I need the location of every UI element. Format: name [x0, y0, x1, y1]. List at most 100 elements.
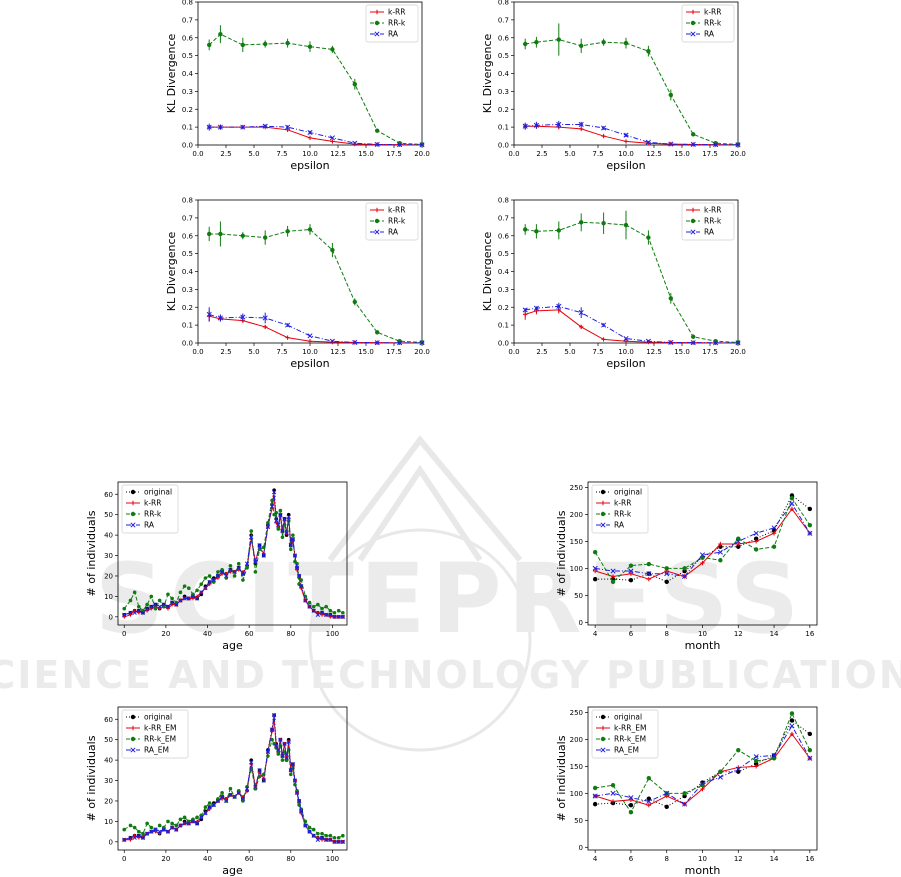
data-point: [610, 574, 616, 579]
data-point: [249, 760, 254, 765]
data-point: [303, 598, 308, 603]
y-tick-label: 50: [104, 736, 113, 744]
data-point: [157, 604, 162, 609]
data-point: [280, 535, 285, 539]
legend-label: k-RR: [388, 206, 405, 215]
y-tick-label: 0.3: [182, 286, 193, 294]
x-tick-label: 6: [629, 855, 634, 863]
data-point: [149, 606, 154, 611]
legend-marker: [600, 725, 606, 731]
data-point: [157, 831, 162, 836]
data-point: [646, 48, 651, 54]
x-tick-label: 12: [734, 630, 743, 638]
data-point: [203, 805, 208, 809]
legend-marker: [130, 747, 136, 753]
y-tick-label: 0.7: [498, 214, 509, 222]
data-point: [288, 547, 293, 552]
data-point: [682, 791, 687, 796]
data-point: [145, 602, 149, 607]
data-point: [220, 572, 224, 576]
data-point: [244, 561, 250, 566]
x-tick-label: 40: [203, 630, 212, 638]
data-point: [533, 305, 539, 311]
y-tick-label: 0: [109, 838, 113, 846]
y-tick-label: 0.1: [182, 322, 193, 330]
data-point: [263, 235, 268, 240]
x-tick-label: 20: [161, 630, 170, 638]
legend: k-RR RR-k RA: [365, 202, 419, 241]
legend-label: k-RR: [144, 499, 161, 508]
data-point: [311, 604, 316, 609]
legend-label: RR-k: [388, 217, 406, 226]
x-tick-label: 10.0: [618, 150, 634, 158]
data-point: [206, 124, 212, 130]
y-tick-label: 0.7: [498, 16, 509, 24]
legend-box: [121, 484, 179, 534]
data-point: [324, 837, 329, 842]
data-point: [579, 43, 584, 48]
data-point: [276, 527, 281, 531]
data-point: [137, 835, 141, 840]
legend-item-rr-k: RR-k: [686, 19, 722, 28]
data-point: [717, 549, 723, 555]
x-axis-label: epsilon: [606, 159, 645, 172]
x-tick-label: 20.0: [730, 348, 746, 356]
data-point: [240, 571, 246, 577]
y-tick-label: 0.7: [182, 214, 193, 222]
data-point: [668, 296, 673, 301]
data-point: [789, 495, 795, 501]
data-point: [324, 604, 328, 609]
data-point: [288, 772, 293, 777]
legend-label: RA: [144, 521, 155, 530]
data-point: [282, 516, 287, 521]
y-axis-label: KL Divergence: [481, 34, 494, 114]
data-point: [628, 568, 634, 574]
series-line: [123, 500, 344, 614]
data-point: [274, 743, 279, 748]
y-tick-label: 10: [104, 818, 113, 826]
data-point: [336, 608, 341, 613]
data-point: [215, 798, 221, 804]
data-point: [299, 809, 304, 814]
x-tick-label: 20.0: [414, 150, 430, 158]
y-tick-label: 0: [579, 844, 583, 852]
data-point: [285, 40, 290, 46]
legend-item-k-rr: k-RR: [126, 499, 161, 508]
data-point: [157, 823, 162, 828]
data-point: [122, 615, 127, 619]
x-tick-label: 15.0: [358, 348, 374, 356]
data-point: [280, 753, 285, 759]
data-point: [717, 774, 723, 780]
data-point: [144, 831, 150, 836]
x-tick-label: 0: [122, 855, 126, 863]
legend-marker: [374, 218, 380, 224]
legend-marker: [600, 747, 606, 753]
x-tick-label: 12.5: [646, 348, 662, 356]
y-tick-label: 100: [570, 790, 583, 798]
x-tick-label: 80: [286, 855, 295, 863]
legend-item-ra: RA: [596, 521, 625, 530]
data-point: [161, 602, 166, 607]
chart-month-counts: 4 6 8 10 12 14 16 0 50 100 150 200 250 month # of indi…: [555, 481, 818, 652]
legend-marker: [374, 229, 380, 235]
data-point: [592, 793, 598, 799]
data-point: [579, 324, 584, 330]
x-tick-label: 100: [326, 855, 339, 863]
y-tick-label: 10: [104, 593, 113, 601]
data-point: [341, 610, 345, 615]
y-tick-label: 0.1: [498, 124, 509, 132]
data-point: [266, 521, 270, 525]
data-point: [623, 40, 629, 46]
data-point: [240, 124, 246, 130]
y-tick-label: 250: [570, 709, 583, 717]
series-k-rr: [207, 124, 425, 148]
data-point: [623, 222, 629, 228]
legend-label: RR-k: [614, 510, 632, 519]
data-point: [523, 227, 528, 232]
data-point: [789, 723, 795, 729]
data-point: [556, 121, 562, 127]
legend-item-original: original: [126, 488, 172, 497]
data-point: [690, 141, 696, 148]
